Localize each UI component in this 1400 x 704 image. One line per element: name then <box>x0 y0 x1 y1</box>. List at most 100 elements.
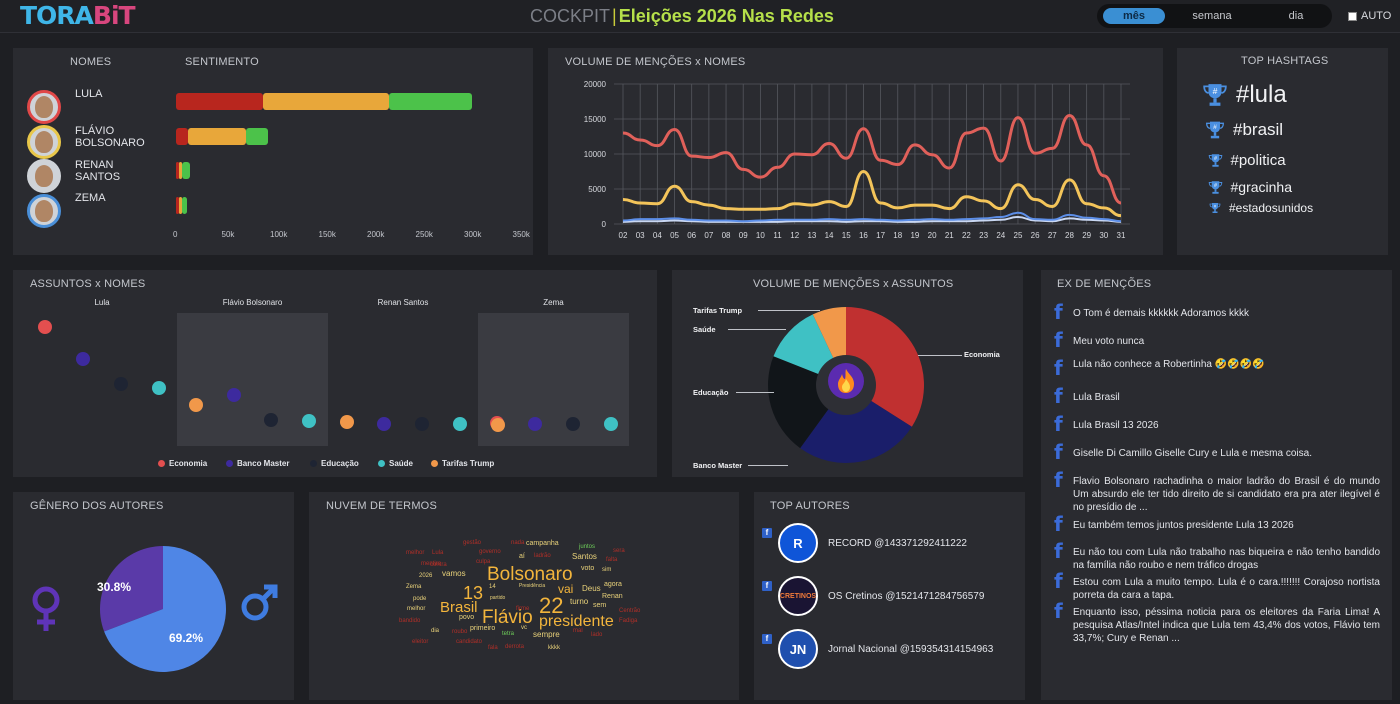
word-cloud-term[interactable]: roubo <box>452 629 468 635</box>
word-cloud-term[interactable]: falta <box>606 557 618 563</box>
sentiment-bar-positivo[interactable] <box>182 162 190 179</box>
topic-legend-item[interactable]: Educação <box>310 459 359 468</box>
topic-legend-item[interactable]: Economia <box>158 459 207 468</box>
word-cloud-term[interactable]: pode <box>413 596 427 602</box>
word-cloud-term[interactable]: primeiro <box>470 625 496 632</box>
mention-item[interactable]: f Lula Brasil 13 2026 <box>1054 414 1380 434</box>
topic-legend-item[interactable]: Tarifas Trump <box>431 459 494 468</box>
word-cloud-term[interactable]: campanha <box>526 540 559 547</box>
author-item[interactable]: f CRETINOS OS Cretinos @1521471284756579 <box>762 576 984 616</box>
topic-dot-flavio[interactable] <box>264 413 278 427</box>
mention-item[interactable]: f Meu voto nunca <box>1054 330 1380 350</box>
mention-item[interactable]: f Eu não tou com Lula não trabalho nas bi… <box>1054 541 1380 572</box>
topic-dot-lula-banco-master[interactable] <box>76 352 90 366</box>
auto-refresh-toggle[interactable]: AUTO <box>1348 10 1391 22</box>
topic-legend-item[interactable]: Saúde <box>378 459 413 468</box>
topic-dot-renan[interactable] <box>340 415 354 429</box>
mention-item[interactable]: f Lula Brasil <box>1054 386 1380 406</box>
word-cloud-term[interactable]: Deus <box>582 584 601 593</box>
word-cloud-term[interactable]: 14 <box>489 584 496 590</box>
topic-legend-item[interactable]: Banco Master <box>226 459 289 468</box>
topic-dot-renan[interactable] <box>453 417 467 431</box>
word-cloud-term[interactable]: Centrão <box>619 608 641 614</box>
word-cloud-term[interactable]: turno <box>570 597 589 606</box>
hashtag-item[interactable]: # #lula <box>1202 81 1287 109</box>
word-cloud-term[interactable]: governo <box>479 549 501 555</box>
sentiment-bar-positivo[interactable] <box>245 128 269 145</box>
topic-dot-zema[interactable] <box>528 417 542 431</box>
word-cloud-term[interactable]: Flávio <box>482 607 533 628</box>
sentiment-bar-negativo[interactable] <box>176 128 188 145</box>
word-cloud-term[interactable]: mal <box>573 628 583 634</box>
word-cloud-term[interactable]: Brasil <box>440 599 478 616</box>
word-cloud-term[interactable]: 22 <box>539 593 564 618</box>
hashtag-item[interactable]: # #brasil <box>1205 120 1283 140</box>
word-cloud-term[interactable]: agora <box>604 581 622 588</box>
word-cloud-term[interactable]: aí <box>519 553 525 560</box>
mention-item[interactable]: f Flavio Bolsonaro rachadinha o maior lad… <box>1054 470 1380 514</box>
topic-dot-flavio[interactable] <box>227 388 241 402</box>
topic-dot-lula-educação[interactable] <box>114 377 128 391</box>
word-cloud-term[interactable]: lado <box>591 632 603 638</box>
word-cloud-term[interactable]: presidente <box>539 613 614 630</box>
word-cloud-term[interactable]: voto <box>581 565 595 572</box>
auto-checkbox[interactable] <box>1348 11 1357 21</box>
author-item[interactable]: f JN Jornal Nacional @159354314154963 <box>762 629 993 669</box>
topic-dot-zema[interactable] <box>604 417 618 431</box>
word-cloud-term[interactable]: 13 <box>463 583 484 603</box>
topic-dot-zema[interactable] <box>566 417 580 431</box>
word-cloud-term[interactable]: dia <box>431 628 440 634</box>
sentiment-bar-positivo[interactable] <box>389 93 472 110</box>
topic-dot-lula-economia[interactable] <box>38 320 52 334</box>
mention-item[interactable]: f Lula não conhece a Robertinha 🤣🤣🤣🤣 <box>1054 358 1380 378</box>
sentiment-bar-neutro[interactable] <box>187 128 246 145</box>
word-cloud-term[interactable]: Fadiga <box>619 618 638 624</box>
period-option-day[interactable]: dia <box>1288 10 1304 22</box>
word-cloud-term[interactable]: sempre <box>533 630 560 639</box>
mention-item[interactable]: f Enquanto isso, péssima noticia para os … <box>1054 601 1380 645</box>
sentiment-bar-positivo[interactable] <box>182 197 187 214</box>
sentiment-bar-negativo[interactable] <box>176 197 179 214</box>
topic-dot-lula-saúde[interactable] <box>152 381 166 395</box>
word-cloud-term[interactable]: 2026 <box>419 573 433 579</box>
topic-dot-zema[interactable] <box>491 418 505 432</box>
torabit-logo[interactable]: TORABiT <box>20 1 136 30</box>
word-cloud-term[interactable]: eleitor <box>412 639 429 645</box>
period-option-month[interactable]: mês <box>1103 8 1165 24</box>
word-cloud-term[interactable]: Zema <box>406 584 422 590</box>
word-cloud-term[interactable]: kkkk <box>548 645 560 651</box>
topic-dot-renan[interactable] <box>415 417 429 431</box>
topic-dot-flavio[interactable] <box>189 398 203 412</box>
hashtag-item[interactable]: # #gracinha <box>1208 179 1292 195</box>
word-cloud-term[interactable]: gestão <box>463 540 482 546</box>
hashtag-item[interactable]: # #politica <box>1208 152 1286 169</box>
word-cloud-term[interactable]: ladrão <box>534 553 551 559</box>
word-cloud-term[interactable]: melhor <box>406 550 425 556</box>
word-cloud-term[interactable]: melhor <box>407 606 426 612</box>
word-cloud-term[interactable]: Bolsonaro <box>487 564 573 585</box>
sentiment-bar-neutro[interactable] <box>179 197 182 214</box>
word-cloud-term[interactable]: juntos <box>579 544 596 550</box>
word-cloud-term[interactable]: firme <box>516 606 530 612</box>
word-cloud-term[interactable]: sim <box>602 567 612 573</box>
author-item[interactable]: f R RECORD @143371292411222 <box>762 523 967 563</box>
sentiment-bar-neutro[interactable] <box>263 93 390 110</box>
word-cloud-term[interactable]: derrota <box>505 644 525 650</box>
word-cloud-term[interactable]: mentira <box>421 561 442 567</box>
word-cloud-term[interactable]: tetra <box>502 631 515 637</box>
word-cloud-term[interactable]: candidato <box>456 639 483 645</box>
mention-item[interactable]: f Giselle Di Camillo Giselle Cury e Lula … <box>1054 442 1380 462</box>
mention-item[interactable]: f Estou com Lula a muito tempo. Lula é o … <box>1054 571 1380 602</box>
word-cloud-term[interactable]: vai <box>558 582 574 596</box>
word-cloud-term[interactable]: Renan <box>602 593 623 600</box>
word-cloud-term[interactable]: contra <box>430 562 447 568</box>
sentiment-bar-negativo[interactable] <box>176 93 264 110</box>
sentiment-bar-negativo[interactable] <box>176 162 179 179</box>
word-cloud-term[interactable]: sera <box>613 548 625 554</box>
sentiment-bar-neutro[interactable] <box>179 162 182 179</box>
period-option-week[interactable]: semana <box>1192 10 1232 22</box>
word-cloud-term[interactable]: Lula <box>432 550 444 556</box>
word-cloud-term[interactable]: partido <box>490 595 506 601</box>
topic-dot-flavio[interactable] <box>302 414 316 428</box>
topic-dot-renan[interactable] <box>377 417 391 431</box>
